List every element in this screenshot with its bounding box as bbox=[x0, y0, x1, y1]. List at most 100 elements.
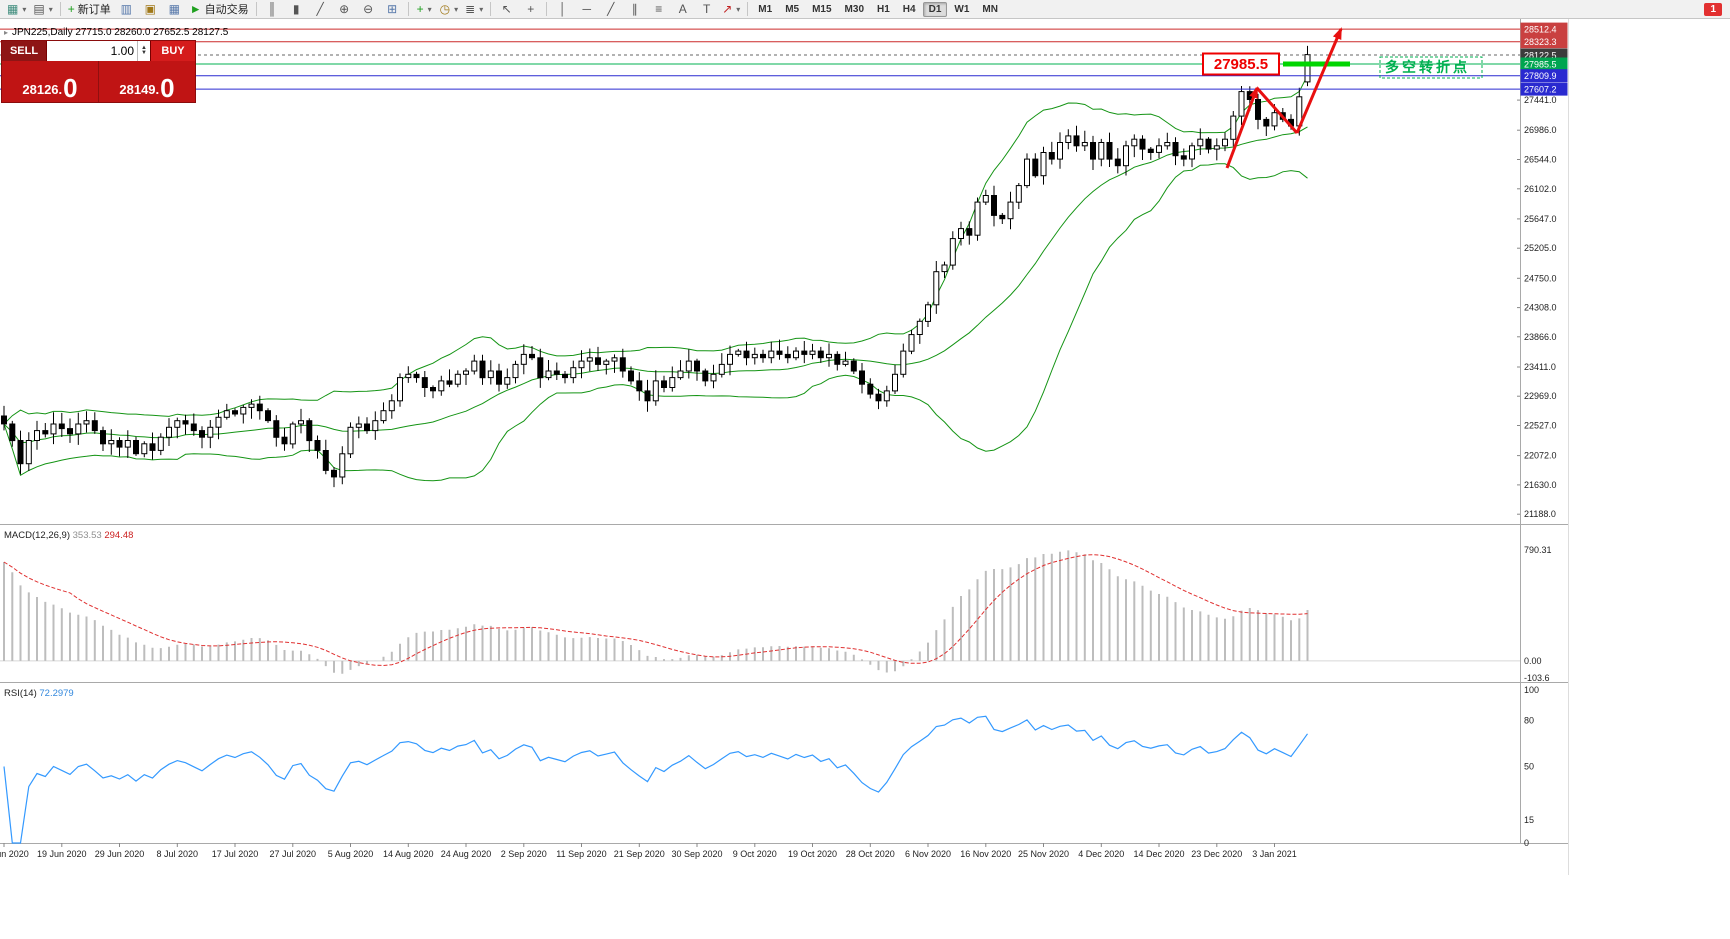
line-chart-button[interactable]: ╱ bbox=[309, 0, 332, 19]
toolbar: ▦ ▾ ▤ ▾ + 新订单 ▥ ▣ ▦ ► 自动交易 ║ ▮ bbox=[0, 0, 1730, 19]
price-chart[interactable]: 27985.5 多空转折点 27441.0 26986.0 26544.0 26102.0… bbox=[0, 19, 1730, 939]
time-axis-label: 2 Sep 2020 bbox=[501, 849, 547, 859]
vertical-line-icon: │ bbox=[558, 2, 567, 16]
price-tag bbox=[1520, 57, 1568, 71]
turning-point-label: 多空转折点 bbox=[1385, 59, 1470, 75]
timeframe-m1[interactable]: M1 bbox=[758, 3, 773, 15]
text-button[interactable]: A bbox=[671, 0, 694, 19]
zoom-out-button[interactable]: ⊖ bbox=[357, 0, 380, 19]
chart-title-ohlc: JPN225,Daily 27715.0 28260.0 27652.5 281… bbox=[12, 27, 229, 38]
time-axis-label: 17 Jul 2020 bbox=[212, 849, 259, 859]
sell-price[interactable]: 28126. 0 bbox=[2, 61, 99, 102]
fibonacci-button[interactable]: ≡ bbox=[647, 0, 670, 19]
horizontal-line-button[interactable]: ─ bbox=[575, 0, 598, 19]
buy-price-main: 28149. bbox=[119, 82, 160, 97]
time-axis-label: 10 Jun 2020 bbox=[0, 849, 29, 859]
toolbar-separator bbox=[255, 2, 257, 16]
time-axis-label: 16 Nov 2020 bbox=[960, 849, 1011, 859]
new-chart-button[interactable]: ▦ ▾ bbox=[4, 0, 29, 19]
text-label-icon: T bbox=[703, 2, 711, 16]
rsi-scale-label: 0 bbox=[1524, 838, 1529, 848]
time-axis-label: 9 Oct 2020 bbox=[733, 849, 777, 859]
arrows-tool-button[interactable]: ↗ ▾ bbox=[719, 0, 743, 19]
candle-wicks bbox=[3, 45, 1308, 488]
price-scale[interactable]: 27441.0 26986.0 26544.0 26102.0 25647.0 25205… bbox=[1517, 22, 1568, 520]
volume-input[interactable]: 1.00 ▲ ▼ bbox=[47, 41, 150, 61]
trend-arrow[interactable] bbox=[1255, 87, 1299, 134]
timeframe-m30[interactable]: M30 bbox=[844, 3, 864, 15]
new-order-icon: + bbox=[67, 2, 75, 16]
turning-point-box[interactable] bbox=[1379, 56, 1483, 79]
navigator-icon: ▣ bbox=[144, 2, 156, 16]
profiles-button[interactable]: ▤ ▾ bbox=[30, 0, 55, 19]
timeframe-mn[interactable]: MN bbox=[982, 3, 998, 15]
price-tag bbox=[1520, 69, 1568, 83]
bar-chart-button[interactable]: ║ bbox=[261, 0, 284, 19]
timeframe-d1[interactable]: D1 bbox=[922, 1, 948, 17]
indicators-button[interactable]: + ▾ bbox=[413, 0, 436, 19]
price-axis-label: 23866.0 bbox=[1524, 332, 1557, 342]
timeframe-h1[interactable]: H1 bbox=[877, 3, 890, 15]
trendline-button[interactable]: ╱ bbox=[599, 0, 622, 19]
text-label-button[interactable]: T bbox=[695, 0, 718, 19]
channel-icon: ∥ bbox=[631, 2, 638, 16]
bollinger-bands bbox=[3, 75, 1308, 482]
thick-green-level-line[interactable] bbox=[1283, 61, 1350, 67]
sell-button[interactable]: SELL bbox=[2, 41, 47, 61]
candlestick-icon: ▮ bbox=[292, 2, 300, 16]
time-axis-label: 6 Nov 2020 bbox=[905, 849, 951, 859]
cursor-button[interactable]: ↖ bbox=[495, 0, 518, 19]
channel-button[interactable]: ∥ bbox=[623, 0, 646, 19]
trend-arrow[interactable] bbox=[1225, 86, 1259, 169]
price-axis-label: 26102.0 bbox=[1524, 184, 1557, 194]
time-axis-label: 28 Oct 2020 bbox=[846, 849, 895, 859]
horizontal-line-icon: ─ bbox=[582, 2, 591, 16]
trendline-icon: ╱ bbox=[607, 2, 615, 16]
price-annotation-label: 27985.5 bbox=[1214, 56, 1268, 73]
stepper-down-icon[interactable]: ▼ bbox=[141, 50, 147, 56]
chevron-down-icon: ▾ bbox=[22, 4, 27, 14]
navigator-button[interactable]: ▣ bbox=[139, 0, 162, 19]
alert-badge[interactable]: 1 bbox=[1704, 2, 1722, 16]
auto-trading-button[interactable]: ► 自动交易 bbox=[187, 0, 252, 19]
volume-value[interactable]: 1.00 bbox=[110, 44, 134, 58]
toolbar-separator bbox=[747, 2, 749, 16]
zoom-out-icon: ⊖ bbox=[363, 2, 374, 16]
price-axis-label: 21188.0 bbox=[1524, 509, 1556, 519]
templates-button[interactable]: ≣ ▾ bbox=[462, 0, 486, 19]
timeframe-m15[interactable]: M15 bbox=[812, 3, 832, 15]
buy-price[interactable]: 28149. 0 bbox=[99, 61, 195, 102]
price-axis-label: 26986.0 bbox=[1524, 125, 1557, 135]
candlestick-chart-button[interactable]: ▮ bbox=[285, 0, 308, 19]
volume-stepper[interactable]: ▲ ▼ bbox=[137, 41, 150, 61]
buy-price-big: 0 bbox=[160, 72, 175, 103]
toolbar-separator bbox=[407, 2, 409, 16]
price-annotation-box[interactable] bbox=[1202, 52, 1280, 76]
price-axis-label: 23411.0 bbox=[1524, 362, 1556, 372]
chart-windows-button[interactable]: ▥ bbox=[115, 0, 138, 19]
new-order-button[interactable]: + 新订单 bbox=[65, 0, 114, 19]
crosshair-button[interactable]: + bbox=[519, 0, 542, 19]
vertical-line-button[interactable]: │ bbox=[551, 0, 574, 19]
rsi-label: RSI(14) 72.2979 bbox=[4, 688, 74, 699]
time-axis-label: 4 Dec 2020 bbox=[1078, 849, 1124, 859]
chart-area[interactable]: 27985.5 多空转折点 27441.0 26986.0 26544.0 26102.0… bbox=[0, 19, 1730, 939]
rsi-line bbox=[3, 715, 1308, 844]
time-axis[interactable]: 10 Jun 2020 19 Jun 2020 29 Jun 2020 8 Jul 2… bbox=[0, 843, 1297, 859]
price-axis-label: 22527.0 bbox=[1524, 421, 1557, 431]
trend-arrow[interactable] bbox=[1295, 27, 1343, 134]
windows-icon: ▥ bbox=[120, 2, 132, 16]
stepper-up-icon[interactable]: ▲ bbox=[141, 45, 147, 51]
arrow-tool-icon: ↗ bbox=[722, 2, 733, 16]
buy-button[interactable]: BUY bbox=[150, 41, 195, 61]
timeframe-w1[interactable]: W1 bbox=[954, 3, 970, 15]
tile-windows-button[interactable]: ⊞ bbox=[381, 0, 404, 19]
periods-button[interactable]: ◷ ▾ bbox=[437, 0, 462, 19]
zoom-in-button[interactable]: ⊕ bbox=[333, 0, 356, 19]
time-axis-label: 19 Jun 2020 bbox=[37, 849, 87, 859]
auto-trading-label: 自动交易 bbox=[204, 4, 249, 16]
timeframe-h4[interactable]: H4 bbox=[902, 3, 916, 15]
terminal-button[interactable]: ▦ bbox=[163, 0, 186, 19]
time-axis-label: 14 Aug 2020 bbox=[383, 849, 434, 859]
timeframe-m5[interactable]: M5 bbox=[785, 3, 800, 15]
